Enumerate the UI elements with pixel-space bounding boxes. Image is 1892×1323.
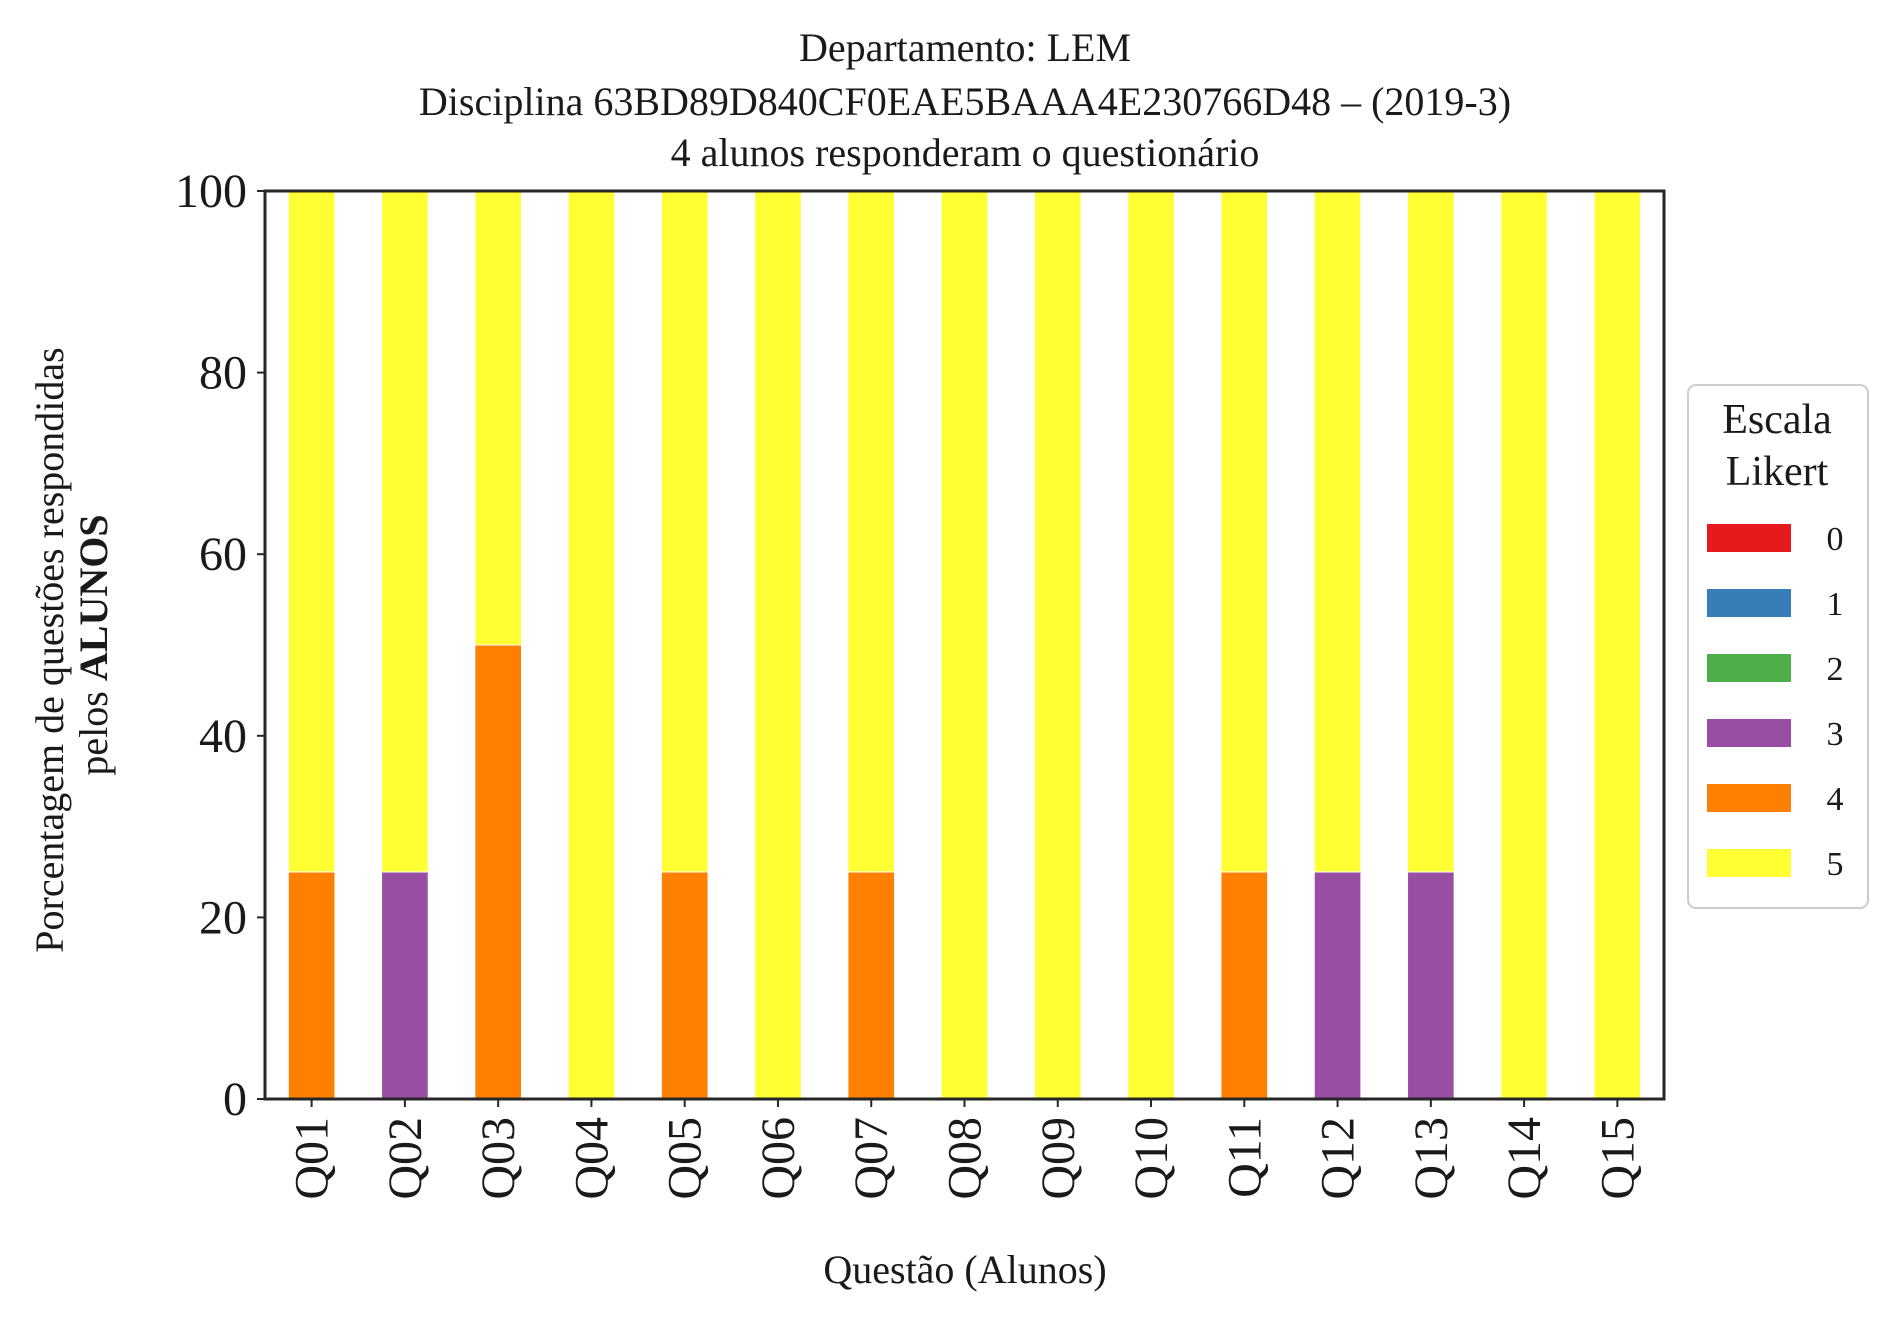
legend-items: 0 1 2 3 4 5 xyxy=(1707,521,1844,883)
x-tick-label-q10: Q10 xyxy=(1125,1117,1178,1200)
bar-segment-q10-likert-5 xyxy=(1127,190,1175,1100)
x-tick-label-q01: Q01 xyxy=(286,1117,339,1200)
legend-title-line-2: Likert xyxy=(1726,449,1829,495)
bar-segment-q14-likert-5 xyxy=(1500,190,1548,1100)
legend-swatch-2 xyxy=(1707,654,1791,682)
x-tick-label-q12: Q12 xyxy=(1312,1117,1365,1200)
bar-segment-q08-likert-5 xyxy=(940,190,989,1100)
bar-segment-q07-likert-4 xyxy=(847,871,896,1100)
x-tick-label-q14: Q14 xyxy=(1498,1117,1551,1200)
bars-group xyxy=(287,190,1642,1100)
x-tick-label-q03: Q03 xyxy=(472,1117,525,1200)
bar-segment-q05-likert-5 xyxy=(660,190,709,873)
y-tick-label: 60 xyxy=(199,528,247,581)
bar-segment-q02-likert-3 xyxy=(381,871,429,1100)
legend-label-2: 2 xyxy=(1827,651,1844,688)
y-axis-label-line-1: Porcentagem de questões respondidas xyxy=(27,347,72,952)
legend-swatch-3 xyxy=(1707,719,1791,747)
bar-segment-q12-likert-5 xyxy=(1313,190,1362,873)
x-tick-label-q15: Q15 xyxy=(1591,1117,1644,1200)
legend-title-line-1: Escala xyxy=(1722,397,1832,443)
y-axis-label-bold: ALUNOS xyxy=(71,514,116,681)
bar-segment-q02-likert-5 xyxy=(381,190,429,873)
y-tick-label: 20 xyxy=(199,891,247,944)
legend-swatch-4 xyxy=(1707,784,1791,812)
x-tick-label-q11: Q11 xyxy=(1218,1117,1271,1198)
legend-label-1: 1 xyxy=(1827,586,1844,623)
x-tick-label-q09: Q09 xyxy=(1032,1117,1085,1200)
legend-swatch-5 xyxy=(1707,849,1791,877)
chart-title: Departamento: LEM xyxy=(799,25,1131,70)
y-axis-label: Porcentagem de questões respondidas pelo… xyxy=(27,337,116,952)
bar-segment-q03-likert-4 xyxy=(474,644,522,1100)
x-axis-label: Questão (Alunos) xyxy=(823,1247,1106,1292)
plot-frame xyxy=(263,189,1666,1101)
bar-segment-q06-likert-5 xyxy=(754,190,802,1100)
legend-label-0: 0 xyxy=(1827,521,1844,558)
x-tick-label-q05: Q05 xyxy=(659,1117,712,1200)
x-tick-label-q06: Q06 xyxy=(752,1117,805,1200)
bar-segment-q11-likert-4 xyxy=(1220,871,1269,1100)
bar-segment-q03-likert-5 xyxy=(474,190,522,646)
y-tick-label: 100 xyxy=(175,165,247,218)
legend-label-5: 5 xyxy=(1827,846,1844,883)
bar-segment-q13-likert-5 xyxy=(1407,190,1455,873)
bar-segment-q11-likert-5 xyxy=(1220,190,1269,873)
x-tick-label-q07: Q07 xyxy=(845,1117,898,1200)
legend-swatch-0 xyxy=(1707,524,1791,552)
bar-segment-q04-likert-5 xyxy=(567,190,616,1100)
bar-segment-q07-likert-5 xyxy=(847,190,896,873)
y-axis-ticks: 0 20 40 60 80 100 xyxy=(175,165,265,1126)
chart-subtitle: Disciplina 63BD89D840CF0EAE5BAAA4E230766… xyxy=(419,79,1511,124)
bar-segment-q12-likert-3 xyxy=(1313,871,1362,1100)
bar-segment-q13-likert-3 xyxy=(1407,871,1455,1100)
legend-label-4: 4 xyxy=(1827,781,1844,818)
x-tick-label-q08: Q08 xyxy=(939,1117,992,1200)
x-tick-label-q04: Q04 xyxy=(565,1117,618,1200)
bar-segment-q09-likert-5 xyxy=(1033,190,1082,1100)
legend-frame xyxy=(1687,384,1869,909)
y-axis-label-line-2: pelos xyxy=(71,681,116,775)
x-axis-ticks: Q01 Q02 Q03 Q04 Q05 Q06 Q07 Q08 Q09 Q10 Q11 Q12 Q13 Q… xyxy=(286,1099,1644,1200)
y-tick-label: 80 xyxy=(199,347,247,400)
y-tick-label: 0 xyxy=(223,1073,247,1126)
bar-segment-q05-likert-4 xyxy=(660,871,709,1100)
y-tick-label: 40 xyxy=(199,710,247,763)
x-tick-label-q02: Q02 xyxy=(379,1117,432,1200)
x-tick-label-q13: Q13 xyxy=(1405,1117,1458,1200)
bar-segment-q01-likert-4 xyxy=(287,871,336,1100)
legend: Escala Likert 0 1 2 3 4 5 xyxy=(1687,384,1869,909)
legend-label-3: 3 xyxy=(1827,716,1844,753)
chart-subtitle-2: 4 alunos responderam o questionário xyxy=(671,130,1260,175)
legend-swatch-1 xyxy=(1707,589,1791,617)
bar-segment-q01-likert-5 xyxy=(287,190,336,873)
bar-segment-q15-likert-5 xyxy=(1593,190,1642,1100)
